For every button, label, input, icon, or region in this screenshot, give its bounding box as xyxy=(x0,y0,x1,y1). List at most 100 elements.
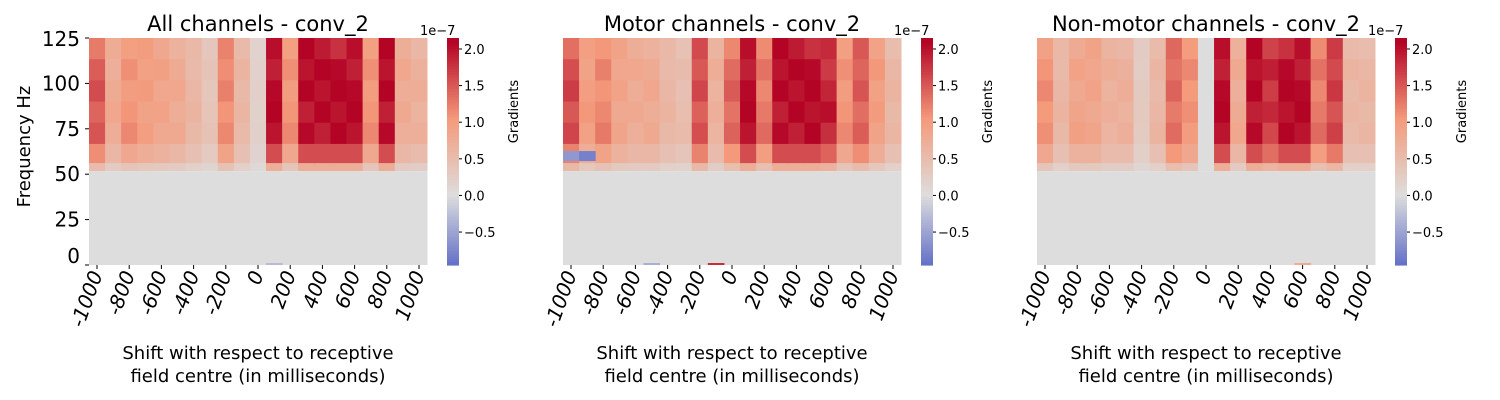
heatmap-cell-high xyxy=(1165,143,1183,166)
colorbar-swatch xyxy=(1395,182,1407,187)
colorbar-swatch xyxy=(447,245,459,249)
heatmap-cell-high xyxy=(217,38,235,60)
heatmap-cell-high xyxy=(314,59,331,81)
heatmap-cell-high xyxy=(1342,59,1360,81)
colorbar-swatch xyxy=(921,74,933,79)
colorbar-swatch xyxy=(447,171,459,175)
colorbar-swatch xyxy=(921,202,933,207)
heatmap-cell-high xyxy=(330,143,348,166)
colorbar-swatch xyxy=(447,120,459,124)
colorbar-swatch xyxy=(1395,80,1407,84)
colorbar-swatch xyxy=(921,91,933,96)
heatmap-cell-high xyxy=(611,38,628,60)
heatmap-cell-high xyxy=(346,80,364,103)
heatmap-cell-high xyxy=(1278,38,1296,60)
x-tick-label: -1000 xyxy=(65,268,107,331)
heatmap-cell-transition xyxy=(410,163,428,172)
colorbar-swatch xyxy=(1395,216,1407,221)
heatmap-cell-high xyxy=(1133,143,1151,166)
heatmap-cell-high xyxy=(723,80,741,103)
x-tick-label: 400 xyxy=(297,268,333,312)
heatmap-cell-high xyxy=(579,122,596,145)
heatmap-cell-high xyxy=(675,101,693,124)
heatmap-cell-transition xyxy=(756,163,773,172)
y-tick-label: 100 xyxy=(42,71,80,95)
colorbar-swatch xyxy=(1395,253,1407,258)
heatmap-cell-high xyxy=(217,59,235,81)
colorbar-swatch xyxy=(921,134,933,138)
colorbar-swatch xyxy=(447,137,459,141)
heatmap-cell-low xyxy=(410,171,428,265)
heatmap-cell-high xyxy=(707,59,725,81)
x-tick-label: 800 xyxy=(836,268,872,312)
heatmap-cell-transition xyxy=(1197,163,1215,172)
colorbar-swatch xyxy=(921,162,933,167)
heatmap-cell-high xyxy=(1165,101,1183,124)
heatmap-cell-high xyxy=(1262,143,1279,166)
colorbar-tick-label: 1.0 xyxy=(464,116,485,131)
colorbar-swatch xyxy=(921,230,933,235)
colorbar-swatch xyxy=(447,103,459,107)
heatmap-cell-high xyxy=(1246,143,1263,166)
heatmap-cell-high xyxy=(201,143,219,166)
colorbar-swatch xyxy=(921,106,933,110)
heatmap-cell-high xyxy=(1181,80,1199,103)
colorbar-swatch xyxy=(447,142,459,147)
heatmap-cell-high xyxy=(1069,143,1086,166)
colorbar-swatch xyxy=(1395,222,1407,226)
colorbar-swatch xyxy=(447,256,459,260)
heatmap-cell-high xyxy=(410,143,428,166)
heatmap-cell-high xyxy=(772,38,789,60)
heatmap-cell-high xyxy=(1197,101,1215,124)
heatmap-cell-high xyxy=(884,122,902,145)
heatmap-cell-high xyxy=(314,101,331,124)
colorbar-swatch xyxy=(447,57,459,62)
colorbar-swatch xyxy=(921,174,933,178)
x-tick-label: 200 xyxy=(739,268,775,312)
heatmap-cell-high xyxy=(89,143,106,166)
heatmap-cell-high xyxy=(820,143,838,166)
heatmap-cell-low xyxy=(868,171,886,265)
heatmap-cell-high xyxy=(756,38,773,60)
colorbar-swatch xyxy=(921,103,933,107)
heatmap-cell-transition xyxy=(772,163,789,172)
heatmap-cell-low xyxy=(804,171,822,265)
heatmap-cell-high xyxy=(1053,38,1070,60)
colorbar-swatch xyxy=(447,216,459,221)
heatmap-cell-high xyxy=(1294,101,1312,124)
heatmap-cell-high xyxy=(852,143,870,166)
heatmap-cell-transition xyxy=(1310,163,1328,172)
heatmap-cell-high xyxy=(1133,80,1151,103)
heatmap-cell-high xyxy=(659,122,677,145)
heatmap-cell-transition xyxy=(1326,163,1344,172)
colorbar-swatch xyxy=(1395,49,1407,53)
colorbar-swatch xyxy=(447,259,459,263)
colorbar-swatch xyxy=(447,63,459,67)
y-tick-label: 75 xyxy=(55,117,80,141)
colorbar-swatch xyxy=(447,40,459,45)
colorbar-swatch xyxy=(1395,151,1407,155)
heatmap-cell-high xyxy=(1117,38,1135,60)
heatmap-cell-high xyxy=(1230,122,1247,145)
colorbar-label: Gradients xyxy=(1455,80,1470,144)
colorbar-swatch xyxy=(921,108,933,113)
colorbar-swatch xyxy=(447,247,459,252)
heatmap-cell-high xyxy=(362,122,380,145)
heatmap-cell-high xyxy=(1278,80,1296,103)
heatmap-cell-transition xyxy=(1294,163,1312,172)
heatmap-cell-high xyxy=(121,122,138,145)
heatmap-cell-anomaly xyxy=(707,263,725,265)
heatmap-cell-high xyxy=(1326,59,1344,81)
heatmap-cell-high xyxy=(1117,80,1135,103)
colorbar-swatch xyxy=(1395,43,1407,48)
colorbar-swatch xyxy=(921,43,933,48)
colorbar-swatch xyxy=(1395,83,1407,87)
colorbar: −0.5 0.0 0.5 1.0 1.5 2.0 1e−7 Gradients xyxy=(894,24,996,266)
colorbar-swatch xyxy=(447,140,459,144)
heatmap-cell-transition xyxy=(1246,163,1263,172)
heatmap-cell-high xyxy=(1230,38,1247,60)
heatmap-cell-high xyxy=(884,38,902,60)
heatmap-cell-transition xyxy=(723,163,741,172)
heatmap-cell-low xyxy=(314,171,331,265)
